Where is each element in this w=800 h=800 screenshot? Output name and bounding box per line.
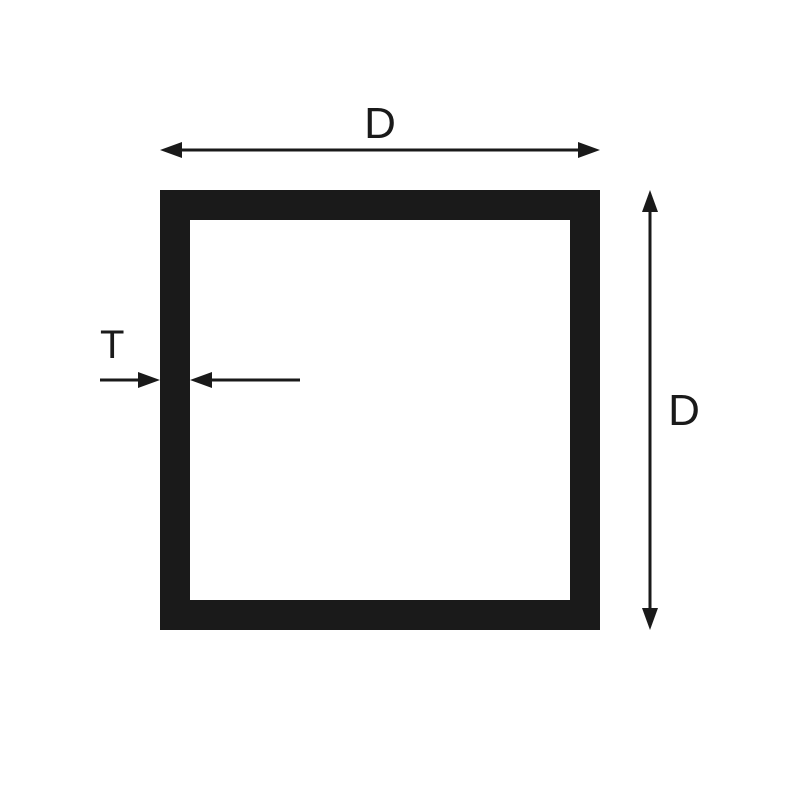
dimension-label: T bbox=[100, 323, 124, 367]
arrowhead-icon bbox=[642, 190, 658, 212]
tube-profile bbox=[160, 190, 600, 630]
arrowhead-icon bbox=[190, 372, 212, 388]
dimension-label: D bbox=[668, 386, 700, 435]
square-tube-cross-section-diagram: D D T bbox=[0, 0, 800, 800]
dimension-label: D bbox=[364, 99, 396, 148]
arrowhead-icon bbox=[578, 142, 600, 158]
arrowhead-icon bbox=[160, 142, 182, 158]
arrowhead-icon bbox=[138, 372, 160, 388]
arrowhead-icon bbox=[642, 608, 658, 630]
